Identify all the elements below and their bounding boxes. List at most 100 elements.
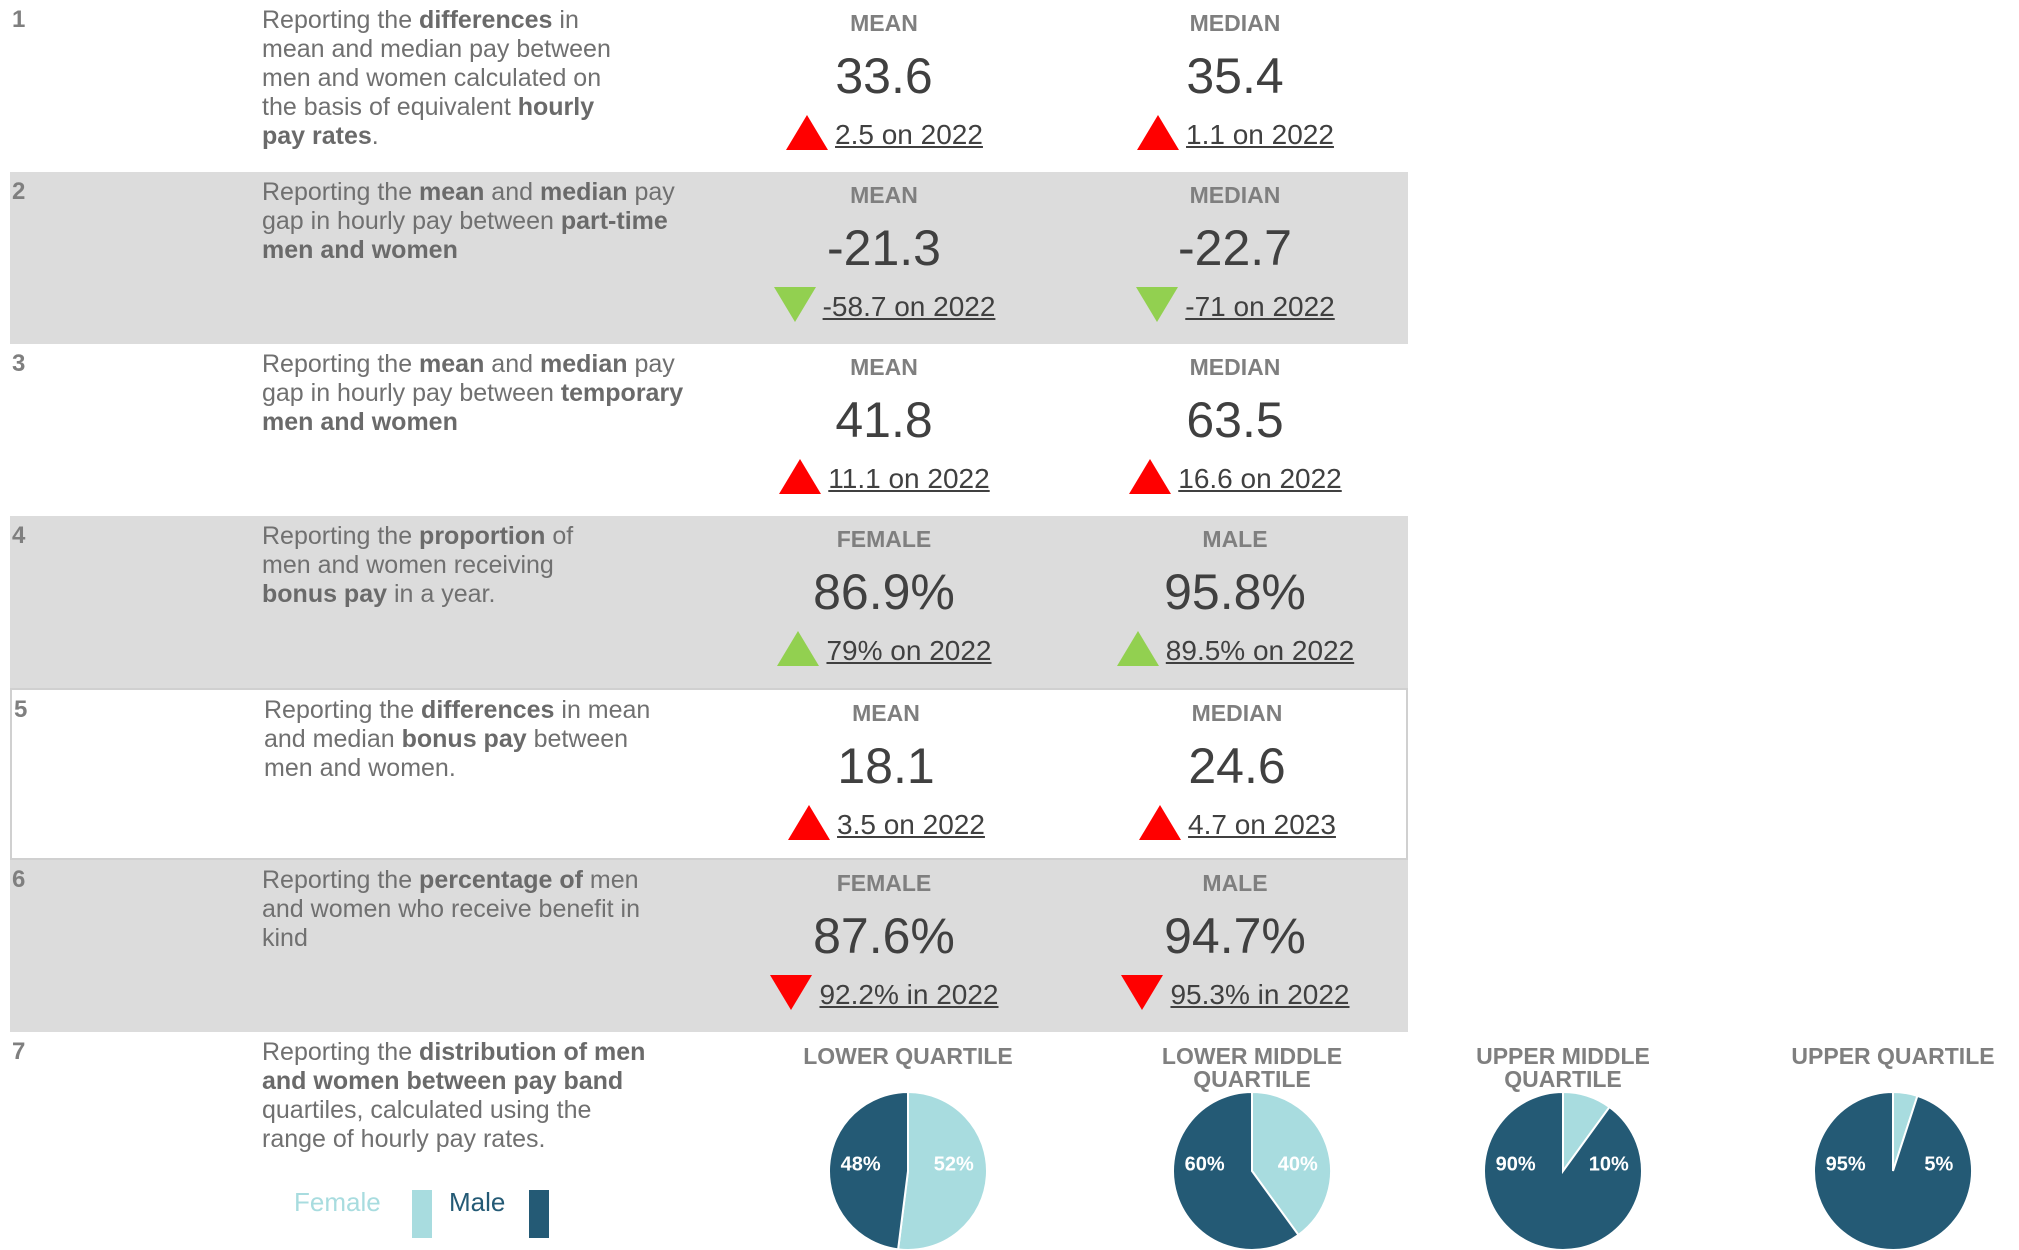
description-text: in a year. <box>387 580 496 608</box>
description-text: differences <box>421 696 555 724</box>
metric-value: -22.7 <box>1178 220 1292 276</box>
metric-change: 95.3% in 2022 <box>1065 973 1405 1011</box>
triangle <box>777 631 820 666</box>
pie-label: 48% <box>841 1153 881 1175</box>
metric-label: MEDIAN <box>1191 700 1283 726</box>
metric: MEAN 41.8 11.1 on 2022 <box>714 354 1054 495</box>
description: Reporting the mean and median pay gap in… <box>262 350 702 437</box>
description: Reporting the proportion of men and wome… <box>262 522 602 609</box>
trend-arrow <box>779 459 822 494</box>
row-number: 3 <box>12 350 26 377</box>
description-text: quartiles, calculated using the range of… <box>262 1096 592 1153</box>
metric-value: 63.5 <box>1186 392 1284 448</box>
metric-value: 33.6 <box>835 48 933 104</box>
triangle <box>1139 805 1182 840</box>
row-number: 1 <box>12 6 26 33</box>
trend-arrow <box>1116 631 1159 666</box>
description-text: Reporting the <box>262 6 420 34</box>
quartile-title: UPPER MIDDLE QUARTILE <box>1476 1043 1650 1092</box>
legend-label: Male <box>449 1187 506 1217</box>
description-text: median <box>539 178 628 206</box>
table-row: 3 Reporting the mean and median pay gap i… <box>10 344 1408 516</box>
trend-arrow <box>773 287 816 322</box>
pie-label: 90% <box>1496 1153 1536 1175</box>
description-text: bonus pay <box>262 580 388 608</box>
change-text: 4.7 on 2023 <box>1188 809 1336 840</box>
change-text: -71 on 2022 <box>1185 291 1335 322</box>
legend-swatch <box>412 1190 432 1238</box>
change-text: 1.1 on 2022 <box>1186 119 1334 150</box>
description-text: in mean and median <box>264 696 651 753</box>
triangle <box>779 459 822 494</box>
triangle <box>773 287 816 322</box>
description: Reporting the differences in mean and me… <box>264 696 664 783</box>
metric-label: MEAN <box>850 182 918 208</box>
metric: MEAN -21.3 -58.7 on 2022 <box>714 182 1054 323</box>
change-text: 79% on 2022 <box>826 635 992 666</box>
pie-label: 40% <box>1278 1153 1318 1175</box>
change-text: -58.7 on 2022 <box>822 291 996 322</box>
trend-arrow <box>770 975 813 1010</box>
description-text: hourly pay rates <box>262 93 595 150</box>
pie-slice <box>897 1090 988 1250</box>
triangle <box>788 805 831 840</box>
metric-change: 3.5 on 2022 <box>716 803 1056 841</box>
metric-change: 79% on 2022 <box>714 629 1054 667</box>
metric-value: 41.8 <box>835 392 933 448</box>
metric-change: 4.7 on 2023 <box>1067 803 1407 841</box>
metric-change: 16.6 on 2022 <box>1065 457 1405 495</box>
description-text: . <box>371 122 379 150</box>
triangle <box>1137 115 1180 150</box>
change-text: 3.5 on 2022 <box>837 809 985 840</box>
quartile-title: LOWER MIDDLE QUARTILE <box>1161 1043 1343 1092</box>
pie-slice <box>1483 1090 1643 1250</box>
description-text: Reporting the <box>264 696 422 724</box>
table-row: 5 Reporting the differences in mean and m… <box>10 688 1408 860</box>
trend-arrow <box>1137 115 1180 150</box>
pie-label: 60% <box>1185 1153 1225 1175</box>
metric-change: 1.1 on 2022 <box>1065 113 1405 151</box>
description-text: bonus pay <box>401 725 527 753</box>
table-row: 7 Reporting the distribution of men and w… <box>10 1032 1408 1250</box>
description: Reporting the mean and median pay gap in… <box>262 178 702 265</box>
legend-label: Female <box>294 1187 381 1217</box>
description-text: men and women who receive benefit in kin… <box>262 866 641 952</box>
description-text: and <box>484 178 540 206</box>
change-text: 11.1 on 2022 <box>828 463 990 494</box>
description-text: distribution of men and women between pa… <box>262 1038 646 1095</box>
metric-value: 87.6% <box>813 908 955 964</box>
description-text: Reporting the <box>262 350 420 378</box>
metric: MEDIAN -22.7 -71 on 2022 <box>1065 182 1405 323</box>
description-text: part-time men and women <box>262 207 668 264</box>
pie-slice <box>1172 1090 1300 1250</box>
change-text: 2.5 on 2022 <box>835 119 983 150</box>
triangle <box>770 975 813 1010</box>
metric: MEDIAN 24.6 4.7 on 2023 <box>1067 700 1407 841</box>
description-text: median <box>539 350 628 378</box>
metric-value: 86.9% <box>813 564 955 620</box>
metric-change: 2.5 on 2022 <box>714 113 1054 151</box>
legend-swatch <box>529 1190 549 1238</box>
description-text: proportion <box>419 522 546 550</box>
change-text: 92.2% in 2022 <box>819 979 999 1010</box>
description-text: differences <box>419 6 553 34</box>
trend-arrow <box>777 631 820 666</box>
metric: MEDIAN 35.4 1.1 on 2022 <box>1065 10 1405 151</box>
metric-value: 35.4 <box>1186 48 1284 104</box>
description: Reporting the differences in mean and me… <box>262 6 642 151</box>
description-text: Reporting the <box>262 178 420 206</box>
metric-change: 89.5% on 2022 <box>1065 629 1405 667</box>
description-text: Reporting the <box>262 522 420 550</box>
metric-value: 18.1 <box>837 738 935 794</box>
metric-label: MEAN <box>852 700 920 726</box>
pie-slice <box>827 1090 909 1250</box>
metric-value: 24.6 <box>1188 738 1286 794</box>
triangle <box>1116 631 1159 666</box>
trend-arrow <box>786 115 829 150</box>
description: Reporting the percentage of men and wome… <box>262 866 662 953</box>
quartile-title: UPPER QUARTILE <box>1791 1043 1995 1069</box>
description-text: pay gap in hourly pay between <box>262 178 675 235</box>
metric-change: 92.2% in 2022 <box>714 973 1054 1011</box>
trend-arrow <box>1121 975 1164 1010</box>
